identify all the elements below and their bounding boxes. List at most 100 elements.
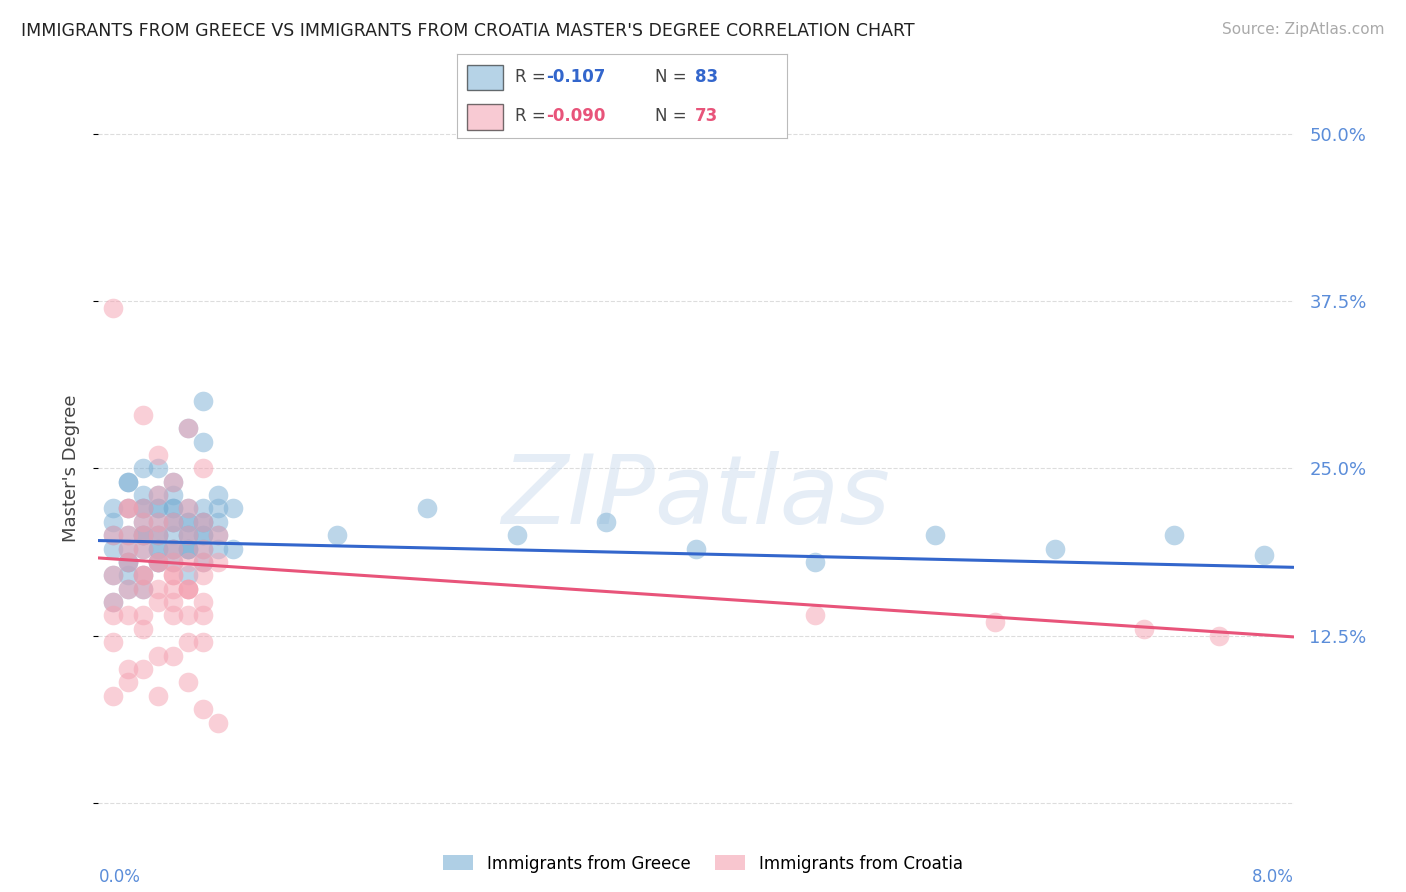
Point (177, 555, 200, 569)
Point (191, 528, 214, 542)
Point (177, 421, 200, 435)
Point (148, 595, 170, 609)
Point (103, 501, 125, 516)
Point (207, 488, 229, 502)
Point (191, 555, 214, 569)
Point (103, 608, 125, 623)
Point (191, 461, 214, 475)
Text: 0.0%: 0.0% (98, 869, 141, 887)
Point (222, 501, 245, 516)
Point (117, 541, 139, 556)
Point (162, 608, 184, 623)
Point (148, 528, 170, 542)
Point (207, 501, 229, 516)
Text: ZIPatlas: ZIPatlas (502, 450, 890, 544)
Point (132, 408, 155, 422)
Point (148, 501, 170, 516)
FancyBboxPatch shape (467, 104, 503, 130)
Point (177, 528, 200, 542)
Point (103, 595, 125, 609)
Point (191, 702, 214, 716)
Point (162, 582, 184, 596)
Text: 83: 83 (695, 69, 718, 87)
Point (177, 582, 200, 596)
Point (117, 475, 139, 489)
Point (191, 515, 214, 529)
Point (207, 528, 229, 542)
Point (148, 541, 170, 556)
Point (804, 608, 827, 623)
Point (103, 541, 125, 556)
Point (117, 501, 139, 516)
Point (148, 555, 170, 569)
Point (132, 501, 155, 516)
Point (162, 568, 184, 582)
Point (148, 648, 170, 663)
Point (191, 541, 214, 556)
Point (132, 528, 155, 542)
Point (162, 475, 184, 489)
Point (177, 582, 200, 596)
Point (132, 582, 155, 596)
Point (177, 541, 200, 556)
Point (207, 715, 229, 730)
Point (191, 515, 214, 529)
Point (177, 421, 200, 435)
Point (117, 582, 139, 596)
Point (177, 541, 200, 556)
Point (191, 635, 214, 649)
Point (117, 541, 139, 556)
Point (207, 528, 229, 542)
Point (148, 689, 170, 703)
Text: Source: ZipAtlas.com: Source: ZipAtlas.com (1222, 22, 1385, 37)
Point (326, 528, 349, 542)
Point (117, 555, 139, 569)
Point (132, 515, 155, 529)
Point (162, 541, 184, 556)
Text: R =: R = (515, 107, 551, 125)
Point (162, 528, 184, 542)
Y-axis label: Master's Degree: Master's Degree (62, 394, 80, 542)
Point (191, 528, 214, 542)
Point (804, 555, 827, 569)
Point (132, 622, 155, 636)
Point (132, 501, 155, 516)
Point (177, 675, 200, 690)
Point (177, 501, 200, 516)
Point (132, 568, 155, 582)
Point (191, 515, 214, 529)
Point (1208, 629, 1230, 643)
Point (222, 541, 245, 556)
Point (103, 568, 125, 582)
Point (117, 608, 139, 623)
Point (162, 488, 184, 502)
Point (191, 595, 214, 609)
Text: IMMIGRANTS FROM GREECE VS IMMIGRANTS FROM CROATIA MASTER'S DEGREE CORRELATION CH: IMMIGRANTS FROM GREECE VS IMMIGRANTS FRO… (21, 22, 915, 40)
Point (177, 541, 200, 556)
Point (162, 595, 184, 609)
Text: N =: N = (655, 107, 692, 125)
Point (117, 501, 139, 516)
Point (132, 541, 155, 556)
Point (191, 394, 214, 409)
Point (132, 582, 155, 596)
Point (132, 528, 155, 542)
Point (117, 528, 139, 542)
Point (177, 501, 200, 516)
Point (162, 475, 184, 489)
Point (117, 582, 139, 596)
Point (148, 528, 170, 542)
Point (162, 568, 184, 582)
Point (506, 528, 529, 542)
Point (191, 555, 214, 569)
Point (132, 568, 155, 582)
Point (177, 608, 200, 623)
Point (924, 528, 946, 542)
FancyBboxPatch shape (467, 64, 503, 90)
Point (148, 555, 170, 569)
Point (207, 541, 229, 556)
Text: 73: 73 (695, 107, 718, 125)
Point (117, 528, 139, 542)
Text: 8.0%: 8.0% (1251, 869, 1294, 887)
Point (191, 501, 214, 516)
